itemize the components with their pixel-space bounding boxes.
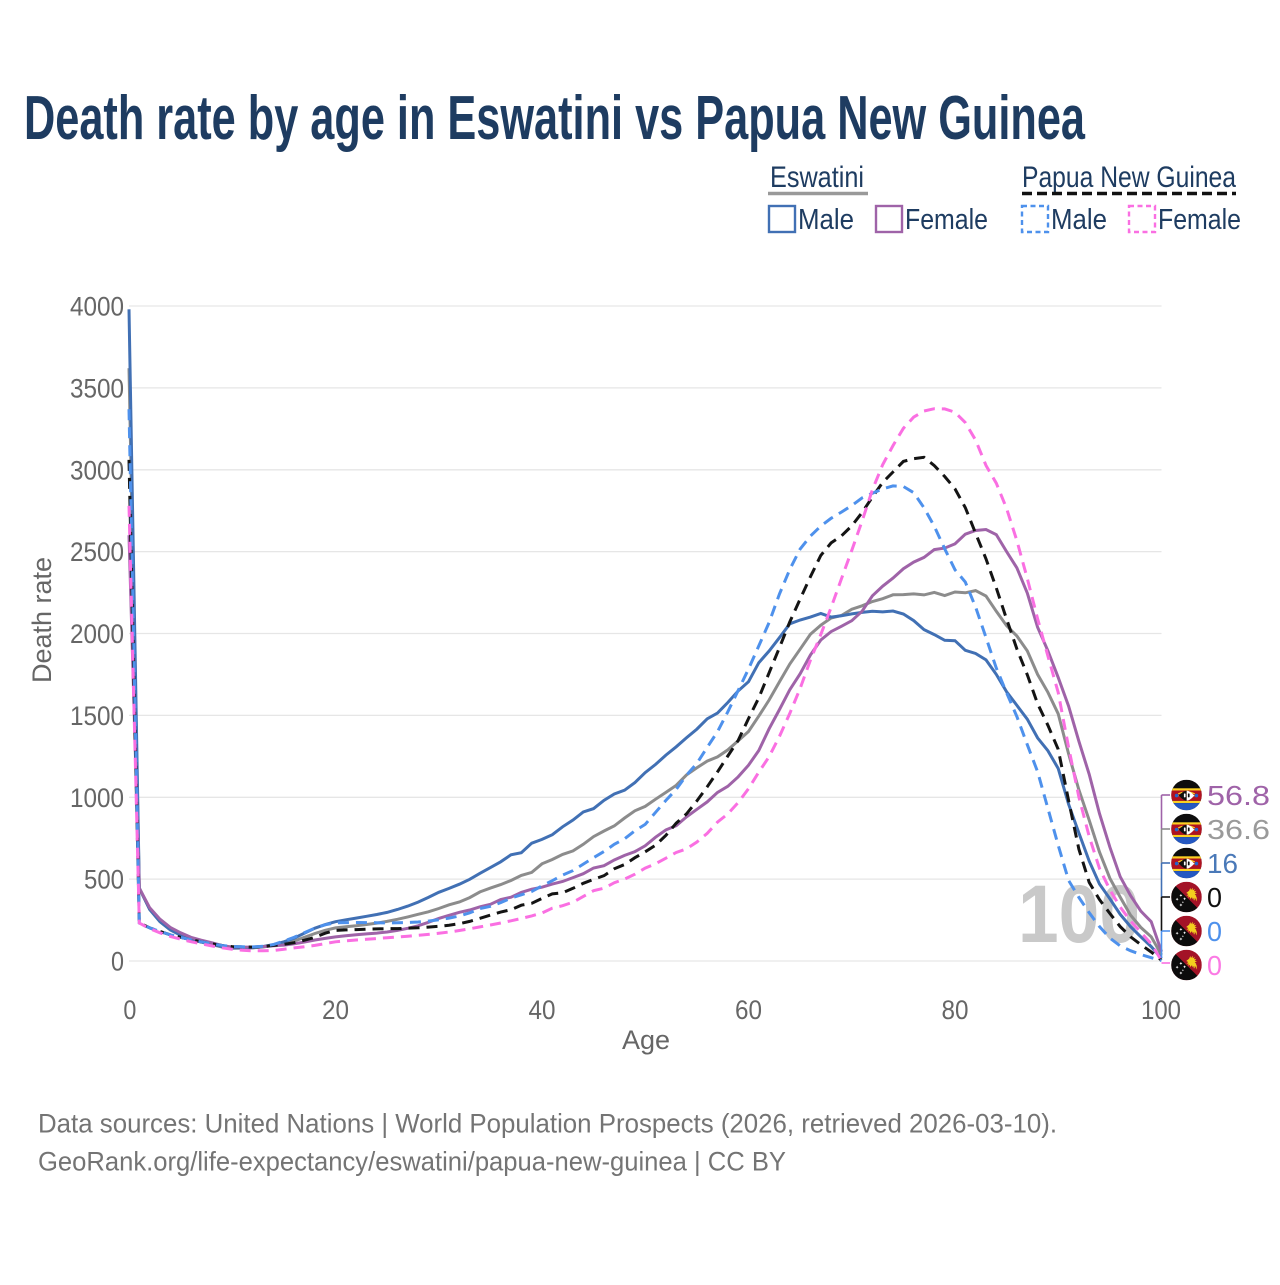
svg-text:2500: 2500 bbox=[70, 537, 124, 567]
svg-text:16: 16 bbox=[1207, 848, 1238, 879]
svg-text:Male: Male bbox=[798, 204, 854, 236]
svg-text:1500: 1500 bbox=[70, 701, 124, 731]
svg-text:0: 0 bbox=[111, 947, 124, 977]
svg-text:Papua New Guinea: Papua New Guinea bbox=[1022, 161, 1236, 194]
svg-text:3000: 3000 bbox=[70, 455, 124, 485]
svg-text:4000: 4000 bbox=[70, 292, 124, 322]
svg-text:0: 0 bbox=[1207, 882, 1222, 913]
svg-text:Male: Male bbox=[1051, 204, 1107, 236]
svg-text:Death rate by age in Eswatini: Death rate by age in Eswatini vs Papua N… bbox=[24, 84, 1085, 153]
svg-text:60: 60 bbox=[735, 995, 762, 1025]
svg-text:56.8: 56.8 bbox=[1207, 780, 1270, 811]
svg-text:Age: Age bbox=[622, 1025, 670, 1055]
svg-text:Female: Female bbox=[1158, 204, 1241, 236]
svg-text:1000: 1000 bbox=[70, 783, 124, 813]
svg-text:80: 80 bbox=[942, 995, 969, 1025]
svg-text:0: 0 bbox=[1207, 950, 1222, 981]
svg-text:Data sources: United Nations |: Data sources: United Nations | World Pop… bbox=[38, 1109, 1057, 1139]
svg-text:0: 0 bbox=[123, 995, 136, 1025]
svg-text:Death rate: Death rate bbox=[27, 557, 57, 683]
svg-text:GeoRank.org/life-expectancy/es: GeoRank.org/life-expectancy/eswatini/pap… bbox=[38, 1147, 786, 1177]
svg-text:100: 100 bbox=[1141, 995, 1181, 1025]
svg-text:0: 0 bbox=[1207, 916, 1222, 947]
svg-text:Female: Female bbox=[905, 204, 988, 236]
svg-text:36.6: 36.6 bbox=[1207, 814, 1270, 845]
svg-text:500: 500 bbox=[84, 865, 124, 895]
svg-text:40: 40 bbox=[529, 995, 556, 1025]
svg-text:20: 20 bbox=[322, 995, 349, 1025]
svg-text:3500: 3500 bbox=[70, 373, 124, 403]
svg-text:2000: 2000 bbox=[70, 619, 124, 649]
svg-text:Eswatini: Eswatini bbox=[770, 161, 864, 194]
